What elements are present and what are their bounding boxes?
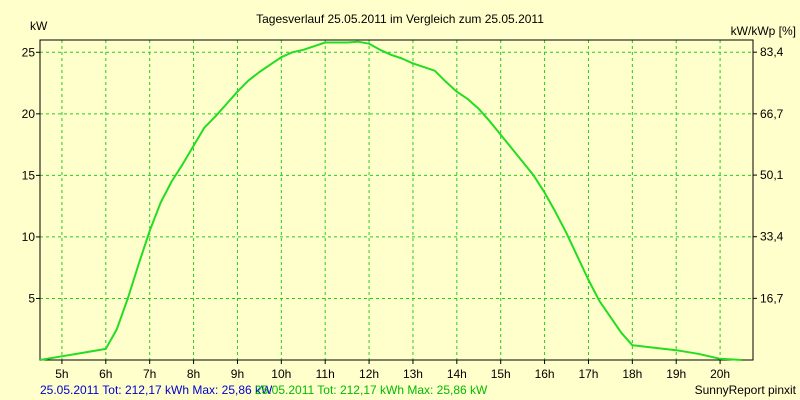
footer-credit: SunnyReport pinxit	[695, 383, 797, 397]
x-tick-label: 17h	[578, 367, 598, 381]
grid-lines	[40, 40, 753, 360]
x-tick-label: 12h	[359, 367, 379, 381]
x-tick-label: 18h	[622, 367, 642, 381]
y2-tick-label: 33,4	[760, 230, 784, 244]
x-tick-label: 14h	[447, 367, 467, 381]
y-tick-label: 20	[22, 107, 36, 121]
x-tick-label: 10h	[271, 367, 291, 381]
series-layer	[39, 40, 743, 361]
x-tick-label: 9h	[231, 367, 244, 381]
chart-title: Tagesverlauf 25.05.2011 im Vergleich zum…	[256, 12, 544, 26]
series-line	[39, 40, 743, 361]
x-tick-label: 5h	[55, 367, 68, 381]
y-tick-label: 10	[22, 230, 36, 244]
x-tick-label: 6h	[99, 367, 112, 381]
y2-axis-label: kW/kWp [%]	[731, 24, 796, 38]
y2-tick-label: 83,4	[760, 45, 784, 59]
y2-tick-label: 16,7	[760, 291, 784, 305]
x-tick-label: 19h	[666, 367, 686, 381]
x-tick-label: 20h	[710, 367, 730, 381]
y-tick-label: 5	[28, 291, 35, 305]
axes	[36, 39, 757, 364]
plot-area	[40, 40, 753, 360]
y-tick-label: 15	[22, 168, 36, 182]
x-tick-label: 13h	[403, 367, 423, 381]
footer-series-green: 25.05.2011 Tot: 212,17 kWh Max: 25,86 kW	[255, 383, 488, 397]
x-tick-label: 11h	[316, 367, 335, 381]
x-tick-label: 15h	[491, 367, 511, 381]
y2-tick-label: 50,1	[760, 168, 784, 182]
tick-labels: 5h 6h 7h 8h 9h 10h 11h 12h 13h 14h 15h 16h 17h 18h 19h…	[22, 45, 784, 381]
y-tick-label: 25	[22, 45, 36, 59]
y2-tick-label: 66,7	[760, 107, 784, 121]
y-axis-label: kW	[30, 19, 48, 33]
footer-series-blue: 25.05.2011 Tot: 212,17 kWh Max: 25,86 kW	[40, 383, 273, 397]
x-tick-label: 7h	[143, 367, 156, 381]
x-tick-label: 8h	[187, 367, 200, 381]
plot-frame	[39, 39, 754, 361]
x-tick-label: 16h	[535, 367, 555, 381]
